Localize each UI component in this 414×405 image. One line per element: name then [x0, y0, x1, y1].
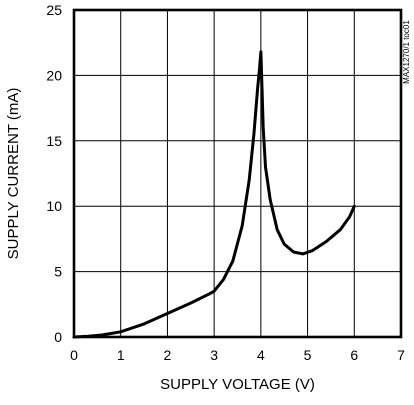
y-tick-label: 5 — [54, 264, 62, 280]
x-tick-label: 7 — [397, 347, 405, 363]
figure-id-label: MAX1270/1 toc01 — [402, 20, 411, 84]
x-tick-label: 2 — [164, 347, 172, 363]
x-tick-label: 1 — [117, 347, 125, 363]
x-tick-label: 0 — [70, 347, 78, 363]
series-layer — [72, 50, 356, 339]
x-tick-label: 6 — [350, 347, 358, 363]
y-tick-label: 15 — [46, 133, 62, 149]
x-tick-label: 5 — [304, 347, 312, 363]
series-line — [72, 50, 356, 339]
y-axis-label: SUPPLY CURRENT (mA) — [5, 88, 22, 260]
plot-frame — [72, 8, 403, 339]
x-axis-label: SUPPLY VOLTAGE (V) — [160, 376, 315, 393]
y-tick-label: 0 — [54, 329, 62, 345]
x-tick-label: 3 — [210, 347, 218, 363]
tick-labels: 0 1 2 3 4 5 6 7 0 5 10 15 20 25 — [46, 2, 405, 363]
y-tick-label: 25 — [46, 2, 62, 18]
grid-lines — [74, 10, 401, 337]
y-tick-label: 10 — [46, 198, 62, 214]
x-tick-label: 4 — [257, 347, 265, 363]
y-tick-label: 20 — [46, 67, 62, 83]
